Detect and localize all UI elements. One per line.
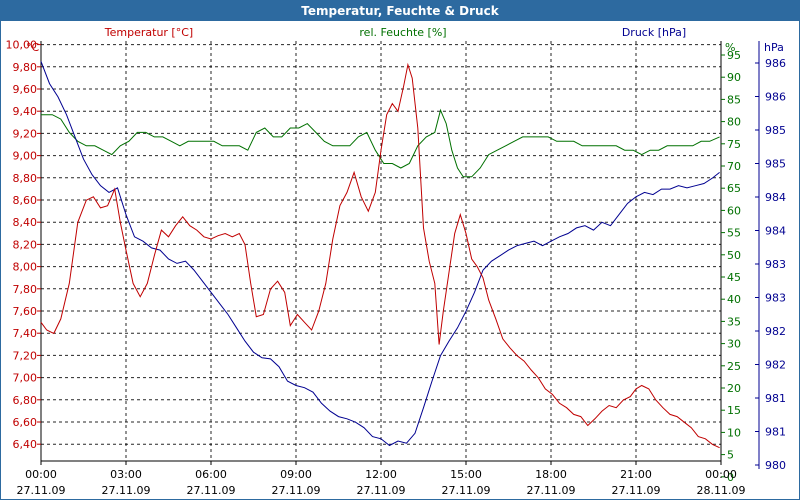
x-tick-date: 27.11.09 <box>102 484 151 497</box>
temperature-line <box>40 62 720 449</box>
chart-series <box>40 61 720 449</box>
humidity-tick-label: 90 <box>727 71 741 84</box>
temperature-tick-label: 10,00 <box>6 39 38 52</box>
pressure-tick-label: 986 <box>765 91 786 104</box>
temperature-tick-label: 9,80 <box>13 61 38 74</box>
x-tick-date: 27.11.09 <box>17 484 66 497</box>
temperature-tick-label: 9,20 <box>13 127 38 140</box>
humidity-tick-label: 70 <box>727 160 741 173</box>
temperature-tick-label: 9,60 <box>13 83 38 96</box>
temperature-tick-label: 9,00 <box>13 150 38 163</box>
x-tick-time: 12:00 <box>365 468 397 481</box>
humidity-tick-label: 80 <box>727 116 741 129</box>
temperature-tick-label: 8,40 <box>13 216 38 229</box>
humidity-tick-label: 55 <box>727 227 741 240</box>
x-tick-date: 28.11.09 <box>697 484 746 497</box>
x-tick-date: 27.11.09 <box>527 484 576 497</box>
temperature-tick-label: 9,40 <box>13 105 38 118</box>
humidity-tick-label: 85 <box>727 93 741 106</box>
pressure-tick-label: 984 <box>765 191 786 204</box>
humidity-tick-label: 30 <box>727 338 741 351</box>
x-tick-date: 27.11.09 <box>442 484 491 497</box>
humidity-tick-label: 0 <box>727 471 734 484</box>
x-tick-time: 15:00 <box>450 468 482 481</box>
chart-svg: Temperatur [°C] rel. Feuchte [%] Druck [hP… <box>6 26 787 497</box>
pressure-tick-label: 983 <box>765 258 786 271</box>
temperature-tick-label: 7,60 <box>13 305 38 318</box>
humidity-tick-label: 20 <box>727 382 741 395</box>
pressure-line <box>40 61 720 447</box>
humidity-tick-label: 40 <box>727 293 741 306</box>
humidity-tick-label: 15 <box>727 404 741 417</box>
x-tick-date: 27.11.09 <box>187 484 236 497</box>
x-tick-time: 09:00 <box>280 468 312 481</box>
x-tick-time: 03:00 <box>110 468 142 481</box>
humidity-tick-label: 60 <box>727 204 741 217</box>
humidity-tick-label: 65 <box>727 182 741 195</box>
temperature-tick-label: 8,00 <box>13 261 38 274</box>
temperature-axis-label: Temperatur [°C] <box>104 26 193 39</box>
humidity-tick-label: 5 <box>727 449 734 462</box>
humidity-line <box>41 108 720 178</box>
chart-grid <box>41 41 721 461</box>
temperature-tick-label: 7,80 <box>13 283 38 296</box>
x-tick-time: 00:00 <box>25 468 57 481</box>
temperature-tick-label: 8,60 <box>13 194 38 207</box>
pressure-tick-label: 981 <box>765 426 786 439</box>
pressure-tick-label: 982 <box>765 325 786 338</box>
x-tick-time: 06:00 <box>195 468 227 481</box>
humidity-tick-label: 10 <box>727 426 741 439</box>
x-tick-date: 27.11.09 <box>272 484 321 497</box>
x-tick-date: 27.11.09 <box>612 484 661 497</box>
x-tick-time: 21:00 <box>620 468 652 481</box>
temperature-tick-label: 6,80 <box>13 394 38 407</box>
pressure-tick-label: 986 <box>765 57 786 70</box>
humidity-tick-label: 35 <box>727 315 741 328</box>
x-tick-time: 18:00 <box>535 468 567 481</box>
temperature-tick-label: 7,20 <box>13 349 38 362</box>
pressure-tick-label: 985 <box>765 124 786 137</box>
humidity-tick-label: 95 <box>727 49 741 62</box>
chart-labels: Temperatur [°C] rel. Feuchte [%] Druck [hP… <box>6 26 787 497</box>
x-tick-date: 27.11.09 <box>357 484 406 497</box>
humidity-unit: % <box>725 41 735 54</box>
humidity-tick-label: 50 <box>727 249 741 262</box>
pressure-tick-label: 983 <box>765 292 786 305</box>
pressure-unit: hPa <box>764 41 784 54</box>
pressure-axis-label: Druck [hPa] <box>622 26 686 39</box>
pressure-tick-label: 981 <box>765 392 786 405</box>
temperature-tick-label: 7,40 <box>13 327 38 340</box>
temperature-tick-label: 6,40 <box>13 438 38 451</box>
humidity-tick-label: 75 <box>727 138 741 151</box>
pressure-tick-label: 984 <box>765 225 786 238</box>
humidity-axis-label: rel. Feuchte [%] <box>359 26 446 39</box>
temperature-tick-label: 6,60 <box>13 416 38 429</box>
pressure-tick-label: 980 <box>765 459 786 472</box>
pressure-tick-label: 985 <box>765 158 786 171</box>
chart-axes <box>37 41 760 478</box>
temperature-tick-label: 8,20 <box>13 238 38 251</box>
temperature-tick-label: 7,00 <box>13 372 38 385</box>
pressure-tick-label: 982 <box>765 359 786 372</box>
x-tick-time: 00:00 <box>705 468 737 481</box>
humidity-tick-label: 45 <box>727 271 741 284</box>
humidity-tick-label: 25 <box>727 360 741 373</box>
chart-title: Temperatur, Feuchte & Druck <box>1 1 799 21</box>
temperature-unit: °C <box>26 41 40 54</box>
temperature-tick-label: 8,80 <box>13 172 38 185</box>
